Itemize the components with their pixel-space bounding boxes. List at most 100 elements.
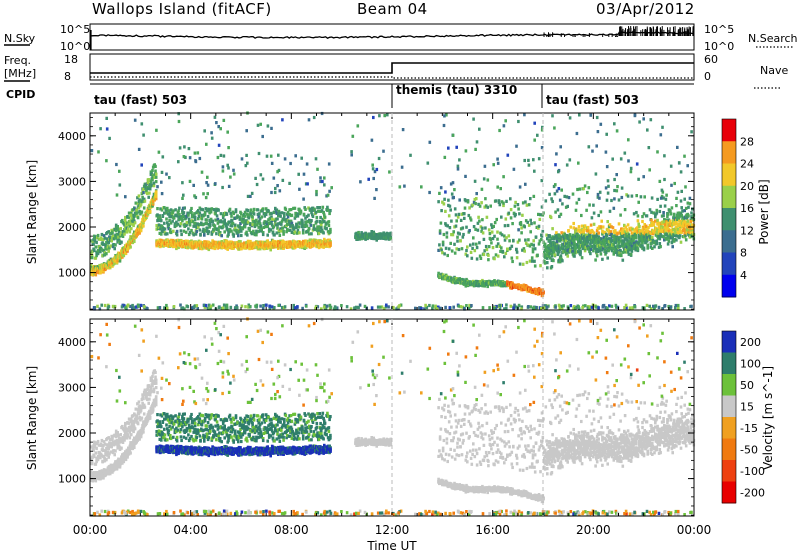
power-cell xyxy=(94,245,98,249)
power-cell xyxy=(319,179,322,184)
power-cell xyxy=(109,244,113,248)
power-cell xyxy=(240,233,243,238)
power-cell xyxy=(574,251,577,255)
power-cell xyxy=(266,224,269,229)
power-cell xyxy=(472,236,475,240)
power-cell xyxy=(582,233,585,237)
power-cell xyxy=(232,234,235,238)
power-cell xyxy=(203,213,207,217)
power-cell xyxy=(150,172,153,176)
power-cell xyxy=(171,219,174,223)
power-cell xyxy=(115,235,119,239)
power-cell xyxy=(598,237,602,241)
power-cell xyxy=(326,230,330,234)
power-cell xyxy=(252,229,255,233)
power-cell xyxy=(191,213,195,217)
power-cell xyxy=(250,232,254,236)
power-cell xyxy=(437,271,440,275)
power-cell xyxy=(553,192,557,196)
power-cell xyxy=(274,186,277,191)
power-cell xyxy=(485,248,489,252)
power-cell xyxy=(210,207,214,211)
power-cell xyxy=(304,207,307,211)
power-cell xyxy=(237,239,241,244)
power-cell xyxy=(223,239,226,243)
power-cell xyxy=(156,213,159,217)
power-cell xyxy=(599,210,603,214)
power-cell xyxy=(115,232,119,237)
power-cell xyxy=(263,246,266,251)
power-cell xyxy=(271,231,275,235)
power-cell xyxy=(222,154,226,158)
power-cell xyxy=(96,235,99,239)
power-cell xyxy=(503,234,506,238)
power-cell xyxy=(463,212,466,216)
power-cell xyxy=(605,233,609,237)
power-cell xyxy=(241,214,245,218)
power-cell xyxy=(456,215,460,219)
power-cell xyxy=(311,244,315,248)
power-cell xyxy=(575,201,579,205)
power-cell xyxy=(206,231,210,236)
power-cell xyxy=(150,183,153,187)
power-cell xyxy=(496,230,499,234)
power-cell xyxy=(130,216,134,220)
power-cell xyxy=(146,212,150,216)
power-cell xyxy=(124,221,128,225)
power-cell xyxy=(460,212,464,216)
power-cell xyxy=(142,224,145,228)
power-cell xyxy=(130,227,133,231)
power-cell xyxy=(157,218,161,222)
power-cell xyxy=(570,239,573,243)
power-cell xyxy=(316,206,319,210)
power-cell xyxy=(208,218,211,222)
power-cell xyxy=(160,229,164,233)
power-cell xyxy=(510,256,514,260)
power-cell xyxy=(583,249,587,253)
power-cell xyxy=(533,259,536,263)
freq-label: Freq. xyxy=(4,54,31,67)
power-cell xyxy=(136,196,139,200)
power-cell xyxy=(521,262,525,266)
power-cell xyxy=(438,229,442,233)
power-cell xyxy=(278,233,282,237)
power-cell xyxy=(184,216,188,220)
power-cell xyxy=(515,256,519,260)
power-cell xyxy=(592,238,595,242)
power-cell xyxy=(595,228,599,233)
power-cell xyxy=(320,220,324,224)
power-cell xyxy=(104,244,107,248)
power-cell xyxy=(583,239,586,243)
power-cell xyxy=(520,226,523,230)
power-cell xyxy=(610,225,613,229)
power-cell xyxy=(601,230,605,234)
power-cell xyxy=(225,239,229,243)
power-cell xyxy=(93,248,96,253)
power-cell xyxy=(286,245,289,249)
power-cell xyxy=(257,225,260,229)
power-cell xyxy=(539,264,542,268)
power-cell xyxy=(579,249,582,253)
power-cell xyxy=(260,229,263,233)
power-cell xyxy=(611,226,615,230)
power-cell xyxy=(154,172,158,176)
power-cell xyxy=(549,238,552,242)
power-data xyxy=(90,111,696,311)
power-cell xyxy=(197,225,200,229)
power-cell xyxy=(318,206,322,210)
power-cell xyxy=(498,244,502,248)
power-cell xyxy=(316,225,319,229)
power-cell xyxy=(216,221,220,225)
power-cell xyxy=(180,216,183,220)
power-cell xyxy=(438,191,441,195)
power-cell xyxy=(102,242,105,246)
power-cell xyxy=(245,230,248,234)
power-cell xyxy=(466,200,470,204)
power-cell xyxy=(357,230,360,235)
power-cell xyxy=(325,221,328,225)
power-cell xyxy=(479,225,483,229)
cpid-segment-1: tau (fast) 503 xyxy=(94,93,187,107)
power-cell xyxy=(440,248,443,252)
power-cell xyxy=(245,153,248,157)
power-cell xyxy=(564,250,567,254)
